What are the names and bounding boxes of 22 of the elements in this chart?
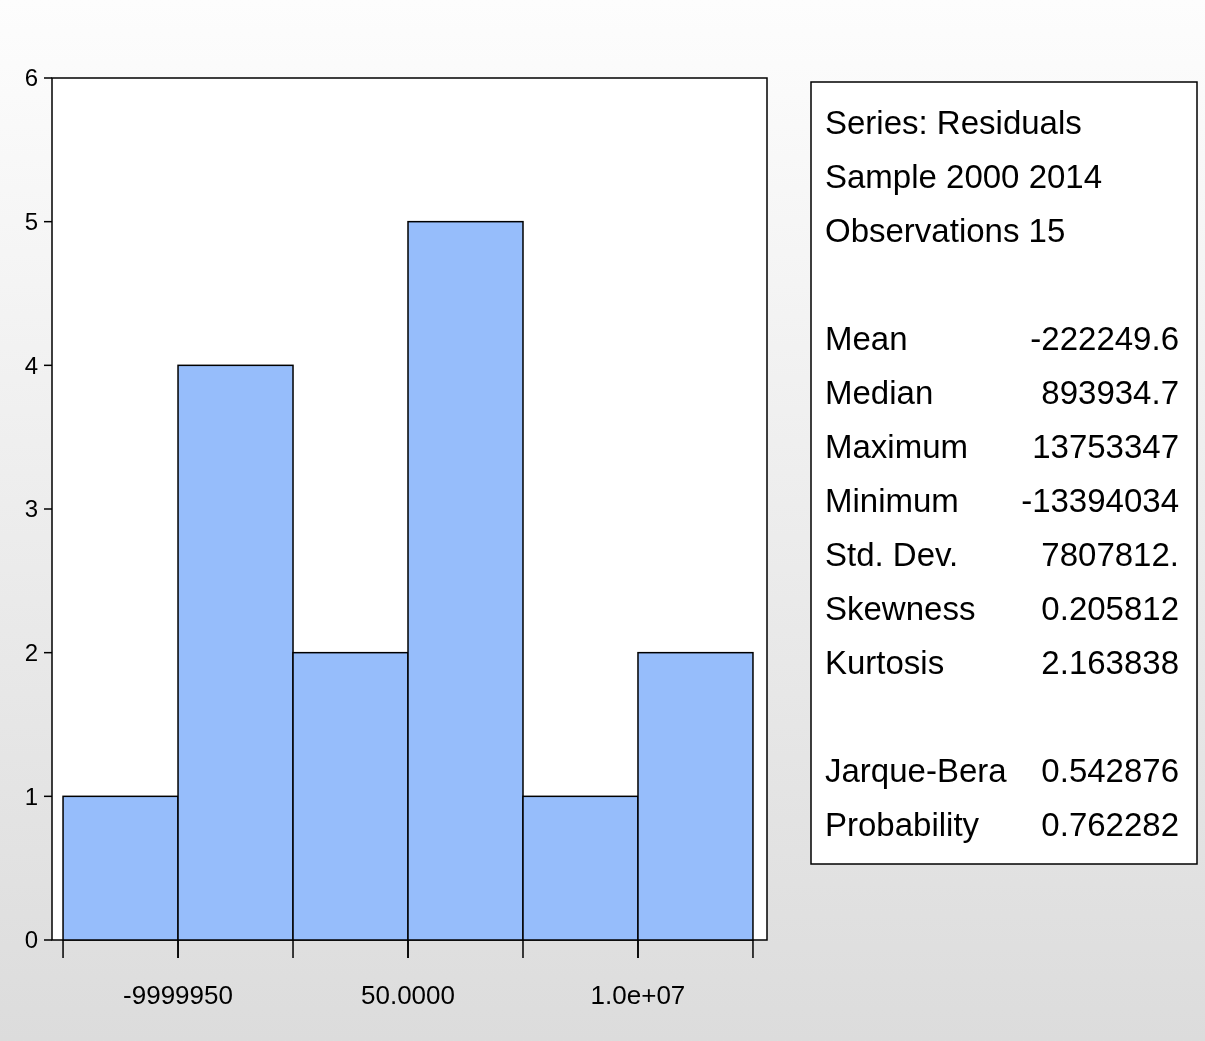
y-tick-label: 5: [24, 208, 38, 236]
text: Kurtosis 2.163838: [825, 644, 1179, 681]
y-tick-label: 0: [24, 926, 38, 954]
text: Probability 0.762282: [825, 806, 1179, 843]
text: Jarque-Bera 0.542876: [825, 752, 1179, 789]
y-tick-label: 3: [24, 495, 38, 523]
x-tick-label: -9999950: [123, 980, 233, 1010]
y-tick-label: 4: [24, 351, 38, 379]
x-tick-label: 1.0e+07: [590, 980, 686, 1010]
text: Skewness 0.205812: [825, 590, 1179, 627]
text: Sample 2000 2014: [825, 158, 1103, 195]
y-tick-label: 2: [24, 639, 38, 667]
text: Mean -222249.6: [825, 320, 1179, 357]
text: Observations 15: [825, 212, 1066, 249]
x-tick-label: 50.0000: [361, 980, 455, 1010]
text: Series: Residuals: [825, 104, 1082, 141]
y-tick-label: 1: [24, 782, 38, 810]
text: Maximum 13753347: [825, 428, 1179, 465]
text: Minimum -13394034: [825, 482, 1179, 519]
text: Median 893934.7: [825, 374, 1179, 411]
text: Std. Dev. 7807812.: [825, 536, 1179, 573]
y-tick-label: 6: [24, 64, 38, 92]
